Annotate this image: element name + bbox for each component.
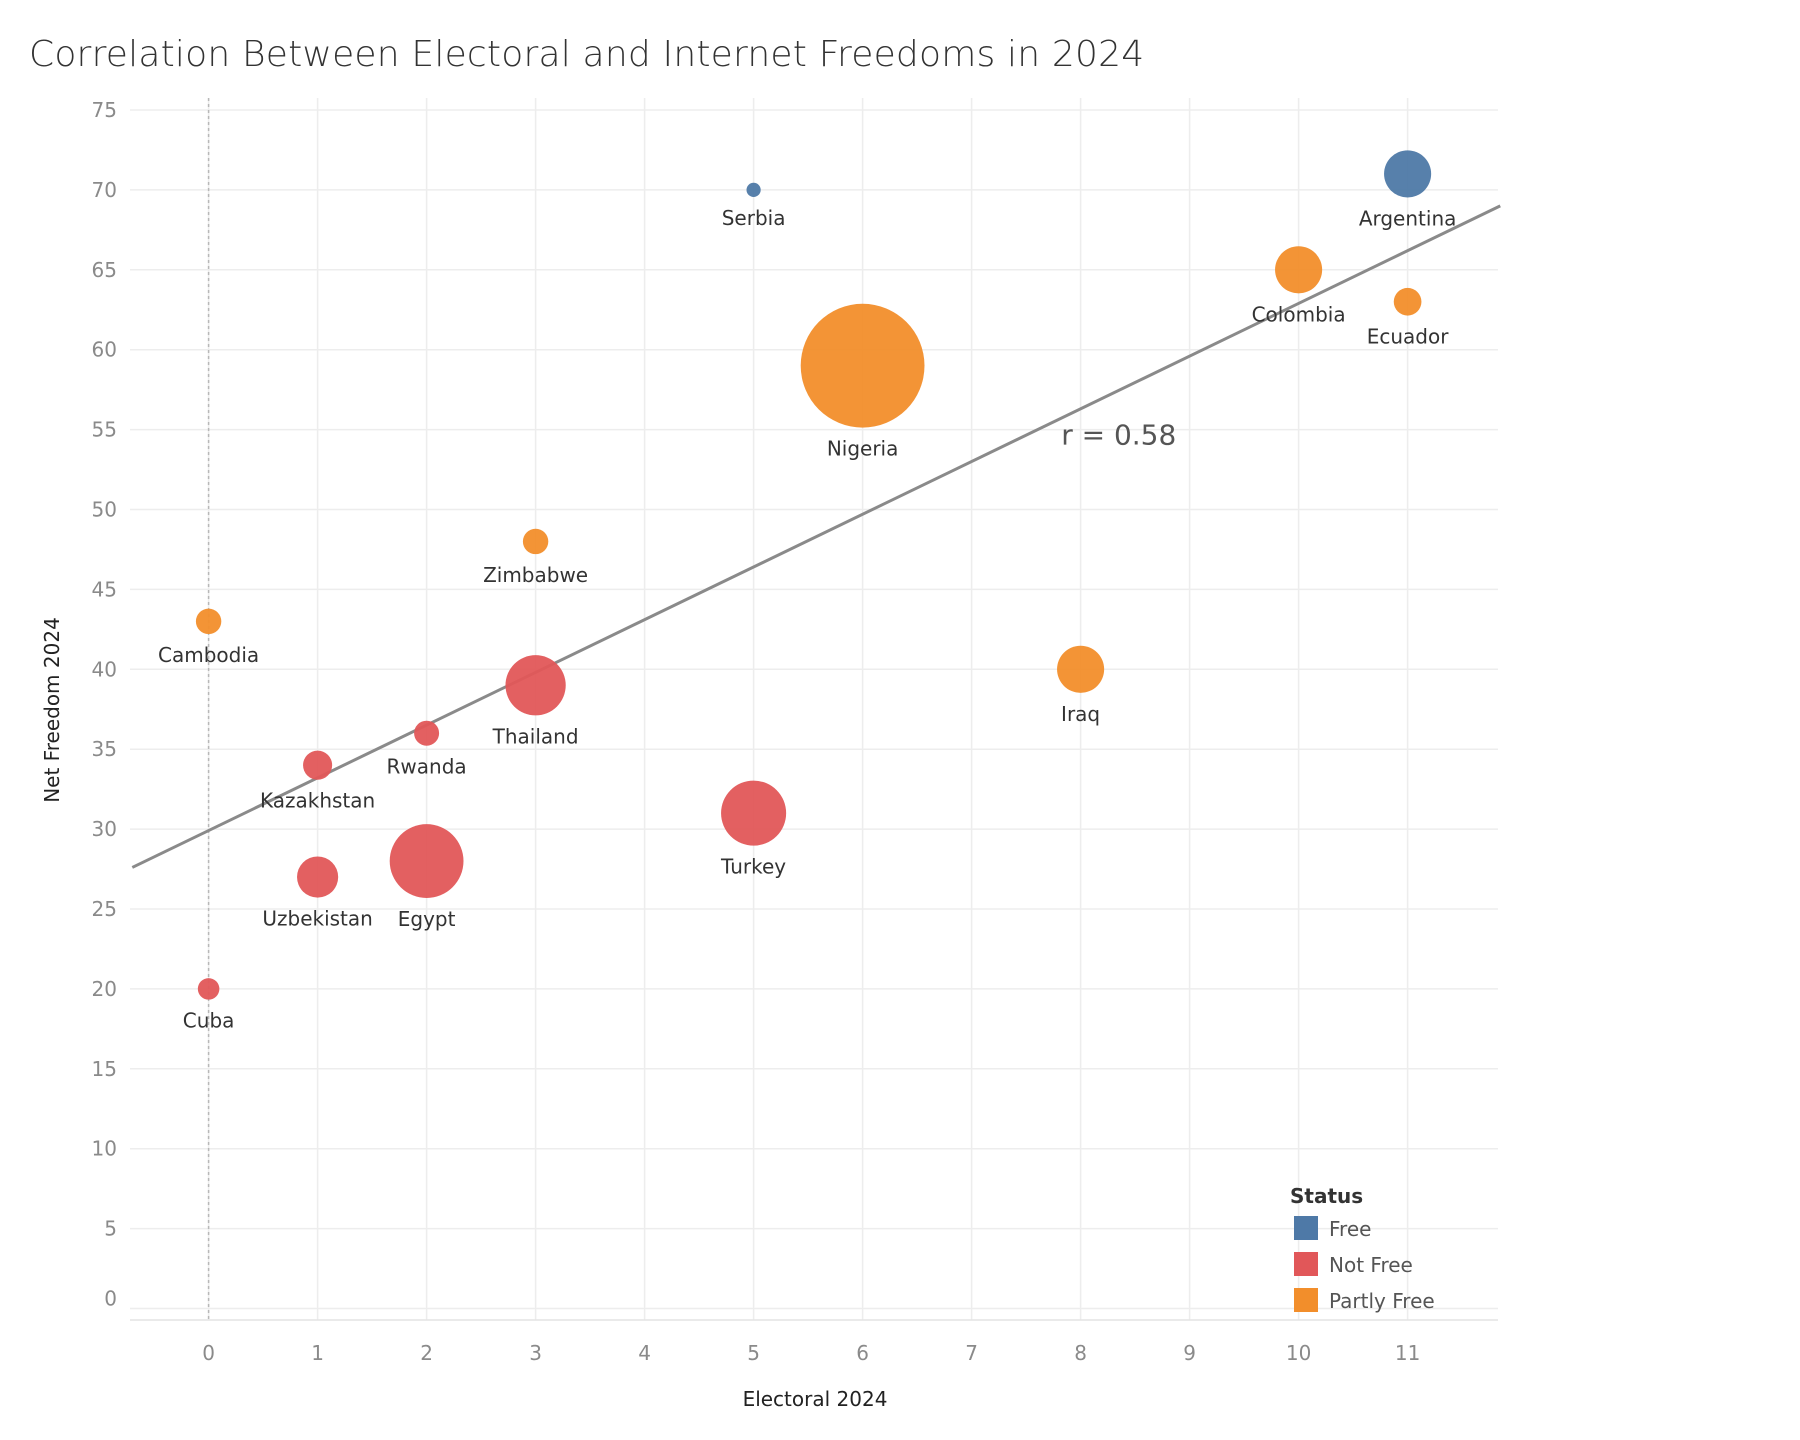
y-tick-label: 0 bbox=[104, 1287, 117, 1311]
legend-item-partly-free[interactable]: Partly Free bbox=[1294, 1288, 1435, 1313]
y-tick-label: 70 bbox=[92, 178, 117, 202]
point-argentina[interactable] bbox=[1384, 150, 1432, 198]
x-tick-label: 2 bbox=[420, 1341, 433, 1365]
ticks-layer: 0 1 2 3 4 5 6 7 8 9 10 1105101520253035404550556065… bbox=[92, 98, 1421, 1365]
point-uzbekistan-label: Uzbekistan bbox=[262, 907, 372, 931]
point-iraq-label: Iraq bbox=[1061, 702, 1100, 726]
point-cambodia-label: Cambodia bbox=[158, 643, 259, 667]
y-tick-label: 60 bbox=[92, 338, 117, 362]
y-tick-label: 5 bbox=[104, 1217, 117, 1241]
point-cambodia[interactable] bbox=[195, 608, 222, 635]
x-tick-label: 7 bbox=[965, 1341, 978, 1365]
point-turkey[interactable] bbox=[721, 780, 787, 846]
point-nigeria[interactable] bbox=[800, 303, 925, 428]
y-tick-label: 30 bbox=[92, 817, 117, 841]
y-tick-label: 35 bbox=[92, 737, 117, 761]
point-labels-layer: Nigeria Egypt Turkey Thailand Argentina Colom… bbox=[158, 206, 1456, 1033]
x-tick-label: 11 bbox=[1395, 1341, 1420, 1365]
legend-item-not-free[interactable]: Not Free bbox=[1294, 1252, 1413, 1277]
point-colombia-label: Colombia bbox=[1252, 302, 1346, 326]
y-tick-label: 75 bbox=[92, 98, 117, 122]
x-tick-label: 8 bbox=[1074, 1341, 1087, 1365]
chart-title: Correlation Between Electoral and Intern… bbox=[29, 34, 1145, 75]
trendline-layer bbox=[131, 204, 1501, 869]
legend-label: Free bbox=[1329, 1217, 1371, 1241]
y-tick-label: 10 bbox=[92, 1137, 117, 1161]
x-tick-label: 4 bbox=[638, 1341, 651, 1365]
point-argentina-label: Argentina bbox=[1359, 206, 1457, 230]
point-cuba[interactable] bbox=[197, 978, 220, 1000]
y-axis-title: Net Freedom 2024 bbox=[40, 617, 64, 803]
legend-label: Not Free bbox=[1329, 1253, 1413, 1277]
x-tick-label: 0 bbox=[202, 1341, 215, 1365]
legend-items: Free Not Free Partly Free bbox=[1294, 1216, 1435, 1313]
point-colombia[interactable] bbox=[1275, 246, 1323, 294]
legend-swatch bbox=[1294, 1252, 1318, 1276]
point-uzbekistan[interactable] bbox=[297, 856, 339, 898]
x-tick-label: 6 bbox=[856, 1341, 869, 1365]
legend-label: Partly Free bbox=[1329, 1289, 1435, 1313]
legend-title: Status bbox=[1290, 1184, 1363, 1208]
y-tick-label: 55 bbox=[92, 418, 117, 442]
point-egypt[interactable] bbox=[389, 824, 464, 898]
point-zimbabwe-label: Zimbabwe bbox=[483, 563, 588, 587]
y-tick-label: 15 bbox=[92, 1057, 117, 1081]
x-axis-title: Electoral 2024 bbox=[743, 1387, 888, 1411]
y-tick-label: 50 bbox=[92, 498, 117, 522]
point-rwanda[interactable] bbox=[414, 720, 440, 746]
x-tick-label: 10 bbox=[1286, 1341, 1311, 1365]
point-kazakhstan-label: Kazakhstan bbox=[260, 789, 375, 813]
point-ecuador[interactable] bbox=[1393, 287, 1422, 316]
grid-layer bbox=[130, 98, 1498, 1321]
point-iraq[interactable] bbox=[1057, 645, 1105, 693]
point-serbia-label: Serbia bbox=[722, 206, 786, 230]
point-turkey-label: Turkey bbox=[720, 855, 786, 879]
x-tick-label: 3 bbox=[529, 1341, 542, 1365]
legend: Status Free Not Free Partly Free bbox=[1290, 1184, 1435, 1313]
legend-swatch bbox=[1294, 1216, 1318, 1240]
point-thailand-label: Thailand bbox=[492, 724, 579, 748]
trendline bbox=[131, 204, 1501, 869]
y-tick-label: 40 bbox=[92, 657, 117, 681]
y-tick-label: 65 bbox=[92, 258, 117, 282]
point-egypt-label: Egypt bbox=[398, 907, 456, 931]
x-tick-label: 1 bbox=[311, 1341, 324, 1365]
point-zimbabwe[interactable] bbox=[522, 528, 549, 555]
x-tick-label: 5 bbox=[747, 1341, 760, 1365]
point-serbia[interactable] bbox=[746, 182, 761, 197]
legend-swatch bbox=[1294, 1288, 1318, 1312]
y-tick-label: 20 bbox=[92, 977, 117, 1001]
point-cuba-label: Cuba bbox=[183, 1009, 235, 1033]
y-tick-label: 25 bbox=[92, 897, 117, 921]
correlation-annotation: r = 0.58 bbox=[1061, 418, 1176, 451]
y-tick-label: 45 bbox=[92, 577, 117, 601]
x-tick-label: 9 bbox=[1183, 1341, 1196, 1365]
point-ecuador-label: Ecuador bbox=[1367, 325, 1449, 349]
point-thailand[interactable] bbox=[505, 655, 566, 716]
point-kazakhstan[interactable] bbox=[303, 750, 333, 780]
legend-item-free[interactable]: Free bbox=[1294, 1216, 1371, 1241]
point-rwanda-label: Rwanda bbox=[387, 755, 467, 779]
point-nigeria-label: Nigeria bbox=[827, 437, 899, 461]
points-layer bbox=[195, 150, 1432, 1000]
